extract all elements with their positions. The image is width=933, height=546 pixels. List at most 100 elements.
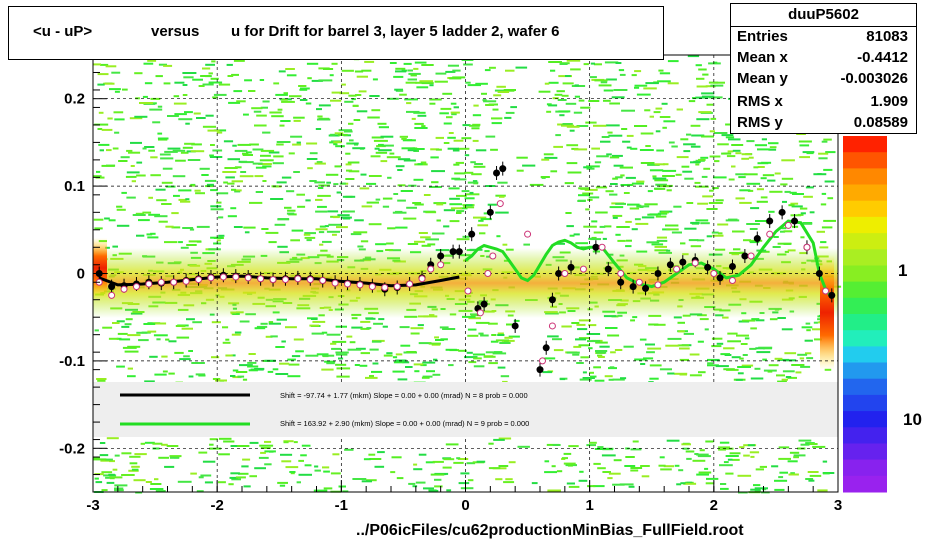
- data-point-filled: [511, 322, 519, 330]
- heatmap-cell: [243, 113, 249, 116]
- heatmap-cell: [323, 487, 333, 490]
- heatmap-cell: [205, 63, 215, 66]
- heatmap-cell: [445, 70, 456, 73]
- heatmap-cell: [183, 355, 190, 358]
- heatmap-cell: [235, 476, 246, 479]
- heatmap-cell: [174, 81, 185, 84]
- heatmap-cell: [114, 489, 124, 492]
- heatmap-cell: [177, 480, 192, 483]
- heatmap-cell: [754, 144, 767, 147]
- heatmap-cell: [696, 453, 709, 456]
- heatmap-cell: [485, 135, 496, 138]
- heatmap-cell: [761, 138, 767, 141]
- heatmap-cell: [541, 158, 550, 161]
- heatmap-cell: [584, 188, 598, 191]
- heatmap-cell: [656, 149, 664, 152]
- heatmap-cell: [690, 161, 701, 164]
- heatmap-cell: [707, 362, 713, 365]
- heatmap-cell: [144, 82, 153, 85]
- heatmap-cell: [634, 218, 641, 221]
- heatmap-cell: [480, 334, 489, 337]
- heatmap-cell: [577, 328, 588, 331]
- heatmap-cell: [781, 177, 794, 180]
- heatmap-cell: [801, 222, 813, 225]
- heatmap-cell: [190, 150, 205, 153]
- heatmap-cell: [750, 207, 760, 210]
- heatmap-cell: [407, 139, 413, 142]
- heatmap-cell: [164, 465, 175, 468]
- heatmap-cell: [180, 151, 189, 154]
- heatmap-cell: [821, 226, 833, 229]
- heatmap-cell: [434, 478, 442, 481]
- heatmap-cell: [155, 188, 166, 191]
- heatmap-cell: [812, 328, 821, 331]
- heatmap-cell: [167, 115, 179, 117]
- heatmap-cell: [413, 363, 424, 366]
- heatmap-cell: [224, 167, 238, 169]
- heatmap-cell: [94, 227, 103, 230]
- heatmap-cell: [484, 69, 491, 72]
- color-scale-step: [843, 330, 887, 347]
- heatmap-cell: [768, 210, 775, 213]
- heatmap-cell: [421, 82, 434, 85]
- heatmap-cell: [801, 326, 813, 329]
- heatmap-cell: [575, 242, 588, 245]
- heatmap-cell: [276, 143, 284, 146]
- data-point-filled: [437, 252, 445, 260]
- data-point-filled: [753, 235, 761, 243]
- heatmap-cell: [138, 339, 149, 342]
- heatmap-cell: [789, 451, 800, 454]
- heatmap-cell: [683, 143, 696, 146]
- heatmap-cell: [754, 367, 761, 370]
- heatmap-cell: [309, 152, 318, 155]
- heatmap-cell: [182, 84, 188, 86]
- heatmap-cell: [153, 334, 168, 337]
- heatmap-cell: [696, 473, 709, 476]
- heatmap-cell: [617, 239, 626, 242]
- heatmap-cell: [264, 450, 276, 453]
- heatmap-cell: [423, 194, 431, 196]
- heatmap-cell: [207, 129, 220, 132]
- heatmap-cell: [562, 82, 574, 85]
- heatmap-cell: [686, 133, 692, 136]
- heatmap-cell: [776, 374, 785, 377]
- heatmap-cell: [738, 176, 746, 179]
- heatmap-cell: [127, 375, 136, 378]
- heatmap-cell: [597, 467, 606, 470]
- heatmap-cell: [210, 205, 222, 208]
- heatmap-cell: [280, 453, 293, 456]
- heatmap-cell: [800, 212, 806, 215]
- heatmap-cell: [698, 111, 712, 114]
- heatmap-cell: [408, 184, 417, 187]
- heatmap-cell: [273, 155, 284, 158]
- heatmap-cell: [696, 77, 705, 80]
- heatmap-cell: [706, 103, 714, 106]
- heatmap-cell: [114, 90, 120, 93]
- heatmap-cell: [788, 204, 795, 207]
- heatmap-cell: [695, 64, 702, 67]
- heatmap-cell: [212, 378, 221, 380]
- heatmap-cell: [209, 154, 214, 157]
- heatmap-cell: [668, 141, 675, 144]
- heatmap-cell: [566, 144, 579, 147]
- heatmap-cell: [335, 363, 347, 366]
- heatmap-cell: [346, 169, 353, 172]
- title-description: u for Drift for barrel 3, layer 5 ladder…: [231, 23, 560, 40]
- heatmap-cell: [492, 352, 507, 355]
- heatmap-cell: [718, 448, 726, 451]
- heatmap-cell: [593, 366, 601, 369]
- heatmap-cell: [698, 471, 712, 474]
- heatmap-cell: [504, 116, 512, 119]
- heatmap-cell: [166, 445, 179, 447]
- heatmap-cell: [686, 202, 694, 204]
- heatmap-cell: [676, 156, 689, 159]
- heatmap-cell: [433, 358, 438, 361]
- heatmap-cell: [210, 236, 223, 239]
- heatmap-cell: [105, 246, 110, 249]
- color-scale-step: [843, 281, 887, 299]
- heatmap-cell: [234, 331, 242, 334]
- heatmap-cell: [800, 236, 805, 239]
- heatmap-cell: [147, 236, 159, 239]
- data-point-open: [195, 276, 203, 284]
- heatmap-cell: [165, 225, 174, 228]
